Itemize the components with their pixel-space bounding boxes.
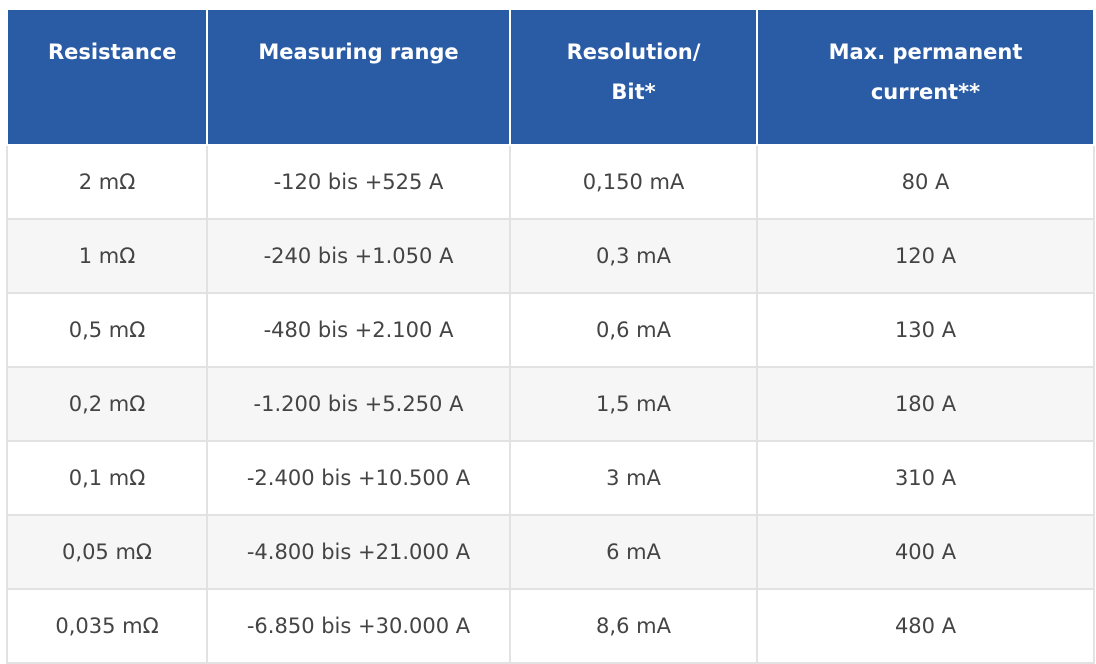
- table-cell: 0,2 mΩ: [6, 366, 208, 442]
- table-row: 1 mΩ -240 bis +1.050 A 0,3 mA 120 A: [6, 218, 1095, 294]
- header-cell: Max. permanent current**: [756, 8, 1095, 146]
- header-row: Resistance Measuring range Resolution/ Bit…: [6, 8, 1095, 146]
- table-cell: 0,6 mA: [509, 292, 758, 368]
- table-cell: 480 A: [756, 588, 1095, 664]
- table-cell: 310 A: [756, 440, 1095, 516]
- table-row: 2 mΩ -120 bis +525 A 0,150 mA 80 A: [6, 144, 1095, 220]
- table-cell: -2.400 bis +10.500 A: [206, 440, 511, 516]
- table-cell: 0,1 mΩ: [6, 440, 208, 516]
- table-cell: 2 mΩ: [6, 144, 208, 220]
- table-cell: 130 A: [756, 292, 1095, 368]
- table-cell: 0,3 mA: [509, 218, 758, 294]
- table-cell: 0,5 mΩ: [6, 292, 208, 368]
- table-cell: 400 A: [756, 514, 1095, 590]
- table-cell: -6.850 bis +30.000 A: [206, 588, 511, 664]
- header-cell: Resistance: [6, 8, 208, 146]
- table-cell: 1,5 mA: [509, 366, 758, 442]
- table-cell: -480 bis +2.100 A: [206, 292, 511, 368]
- table-cell: -4.800 bis +21.000 A: [206, 514, 511, 590]
- table-cell: 120 A: [756, 218, 1095, 294]
- table-cell: 180 A: [756, 366, 1095, 442]
- table-cell: 0,035 mΩ: [6, 588, 208, 664]
- table-cell: 1 mΩ: [6, 218, 208, 294]
- table-cell: -240 bis +1.050 A: [206, 218, 511, 294]
- page: Resistance Measuring range Resolution/ Bit…: [6, 8, 1095, 664]
- table-cell: -120 bis +525 A: [206, 144, 511, 220]
- table-row: 0,035 mΩ -6.850 bis +30.000 A 8,6 mA 480 A: [6, 588, 1095, 664]
- header-cell: Measuring range: [206, 8, 511, 146]
- table-cell: -1.200 bis +5.250 A: [206, 366, 511, 442]
- table-cell: 0,150 mA: [509, 144, 758, 220]
- header-cell: Resolution/ Bit*: [509, 8, 758, 146]
- table-row: 0,5 mΩ -480 bis +2.100 A 0,6 mA 130 A: [6, 292, 1095, 368]
- data-table: Resistance Measuring range Resolution/ Bit…: [6, 8, 1095, 664]
- table-cell: 0,05 mΩ: [6, 514, 208, 590]
- table-cell: 8,6 mA: [509, 588, 758, 664]
- table-cell: 80 A: [756, 144, 1095, 220]
- table-row: 0,2 mΩ -1.200 bis +5.250 A 1,5 mA 180 A: [6, 366, 1095, 442]
- table-cell: 6 mA: [509, 514, 758, 590]
- table-cell: 3 mA: [509, 440, 758, 516]
